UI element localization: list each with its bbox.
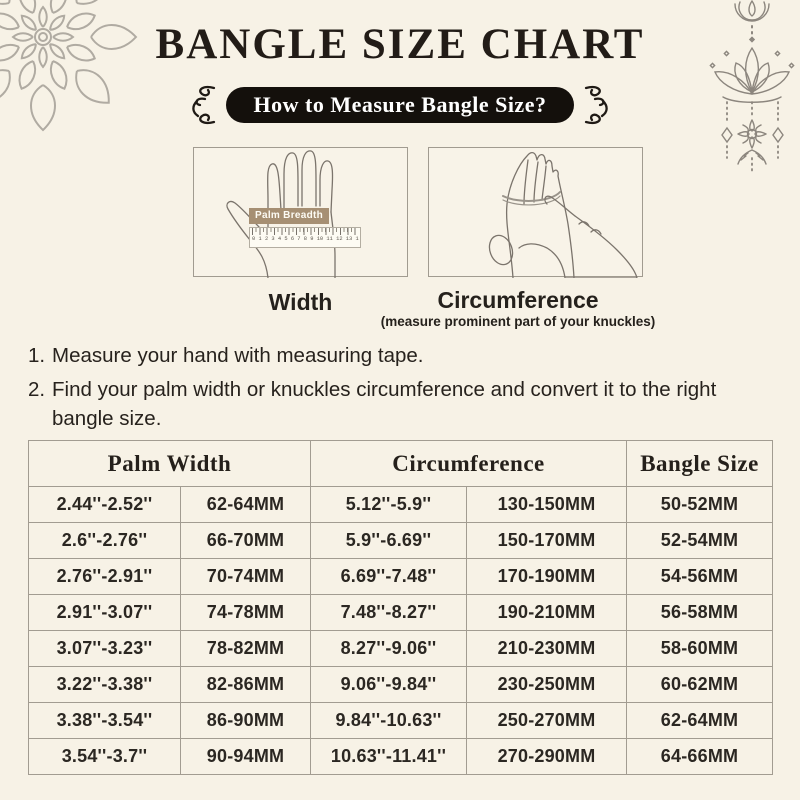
cell: 66-70MM (180, 522, 311, 559)
cell: 8.27''-9.06'' (310, 630, 467, 667)
ruler: 0 1 2 3 4 5 6 7 8 9 10 11 12 13 14 (249, 227, 361, 248)
flourish-right-icon (585, 85, 609, 125)
instruction-step: 1. Measure your hand with measuring tape… (28, 341, 776, 370)
cell: 9.84''-10.63'' (310, 702, 467, 739)
cell: 190-210MM (466, 594, 627, 631)
cell: 86-90MM (180, 702, 311, 739)
header-bangle-size: Bangle Size (626, 440, 773, 487)
cell: 2.44''-2.52'' (28, 486, 181, 523)
cell: 150-170MM (466, 522, 627, 559)
cell: 78-82MM (180, 630, 311, 667)
table-row: 3.38''-3.54'' 86-90MM 9.84''-10.63'' 250… (28, 702, 773, 739)
table-row: 2.91''-3.07'' 74-78MM 7.48''-8.27'' 190-… (28, 594, 773, 631)
step-number: 1. (28, 344, 46, 367)
cell: 130-150MM (466, 486, 627, 523)
palm-width-figure: Palm Breadth 0 1 2 3 4 5 6 7 8 9 10 11 1… (193, 147, 408, 278)
cell: 2.6''-2.76'' (28, 522, 181, 559)
cell: 7.48''-8.27'' (310, 594, 467, 631)
table-header-row: Palm Width Circumference Bangle Size (28, 440, 773, 487)
palm-breadth-label: Palm Breadth (249, 208, 330, 224)
header-palm-width: Palm Width (28, 440, 311, 487)
cell: 3.22''-3.38'' (28, 666, 181, 703)
table-row: 2.76''-2.91'' 70-74MM 6.69''-7.48'' 170-… (28, 558, 773, 595)
circumference-note: (measure prominent part of your knuckles… (380, 314, 656, 329)
cell: 82-86MM (180, 666, 311, 703)
cell: 60-62MM (626, 666, 773, 703)
size-conversion-table: Palm Width Circumference Bangle Size 2.4… (28, 440, 773, 775)
cell: 64-66MM (626, 738, 773, 775)
cell: 270-290MM (466, 738, 627, 775)
cell: 170-190MM (466, 558, 627, 595)
instruction-step: 2. Find your palm width or knuckles circ… (28, 375, 776, 433)
lotus-pendant-ornament (709, 0, 795, 173)
cell: 3.54''-3.7'' (28, 738, 181, 775)
measuring-illustrations: Palm Breadth 0 1 2 3 4 5 6 7 8 9 10 11 1… (193, 147, 643, 278)
cell: 210-230MM (466, 630, 627, 667)
how-to-measure-badge: How to Measure Bangle Size? (225, 87, 575, 123)
cell: 5.9''-6.69'' (310, 522, 467, 559)
cell: 3.38''-3.54'' (28, 702, 181, 739)
cell: 56-58MM (626, 594, 773, 631)
table-row: 3.07''-3.23'' 78-82MM 8.27''-9.06'' 210-… (28, 630, 773, 667)
ruler-numbers: 0 1 2 3 4 5 6 7 8 9 10 11 12 13 14 (252, 236, 359, 242)
cell: 52-54MM (626, 522, 773, 559)
cell: 58-60MM (626, 630, 773, 667)
cell: 50-52MM (626, 486, 773, 523)
table-row: 2.44''-2.52'' 62-64MM 5.12''-5.9'' 130-1… (28, 486, 773, 523)
step-text: Find your palm width or knuckles circumf… (52, 378, 717, 431)
table-row: 2.6''-2.76'' 66-70MM 5.9''-6.69'' 150-17… (28, 522, 773, 559)
cell: 62-64MM (626, 702, 773, 739)
circumference-caption: Circumference (measure prominent part of… (378, 287, 658, 330)
ruler-major-ticks (252, 228, 358, 235)
cell: 70-74MM (180, 558, 311, 595)
cell: 6.69''-7.48'' (310, 558, 467, 595)
header-circumference: Circumference (310, 440, 627, 487)
circumference-figure (428, 147, 643, 278)
cell: 2.91''-3.07'' (28, 594, 181, 631)
flourish-left-icon (191, 85, 215, 125)
cell: 62-64MM (180, 486, 311, 523)
step-number: 2. (28, 378, 46, 402)
cell: 2.76''-2.91'' (28, 558, 181, 595)
badge-row: How to Measure Bangle Size? (0, 84, 800, 126)
cell: 90-94MM (180, 738, 311, 775)
mandala-flower-ornament (0, 0, 138, 132)
knuckle-measuring-drawing (488, 151, 638, 278)
cell: 10.63''-11.41'' (310, 738, 467, 775)
circumference-caption-text: Circumference (437, 287, 599, 313)
width-caption: Width (268, 289, 333, 315)
cell: 9.06''-9.84'' (310, 666, 467, 703)
table-row: 3.22''-3.38'' 82-86MM 9.06''-9.84'' 230-… (28, 666, 773, 703)
cell: 74-78MM (180, 594, 311, 631)
cell: 54-56MM (626, 558, 773, 595)
cell: 250-270MM (466, 702, 627, 739)
step-text: Measure your hand with measuring tape. (52, 344, 424, 367)
page-title: BANGLE SIZE CHART (155, 21, 645, 68)
table-row: 3.54''-3.7'' 90-94MM 10.63''-11.41'' 270… (28, 738, 773, 775)
cell: 5.12''-5.9'' (310, 486, 467, 523)
cell: 230-250MM (466, 666, 627, 703)
cell: 3.07''-3.23'' (28, 630, 181, 667)
instructions: 1. Measure your hand with measuring tape… (28, 341, 776, 438)
